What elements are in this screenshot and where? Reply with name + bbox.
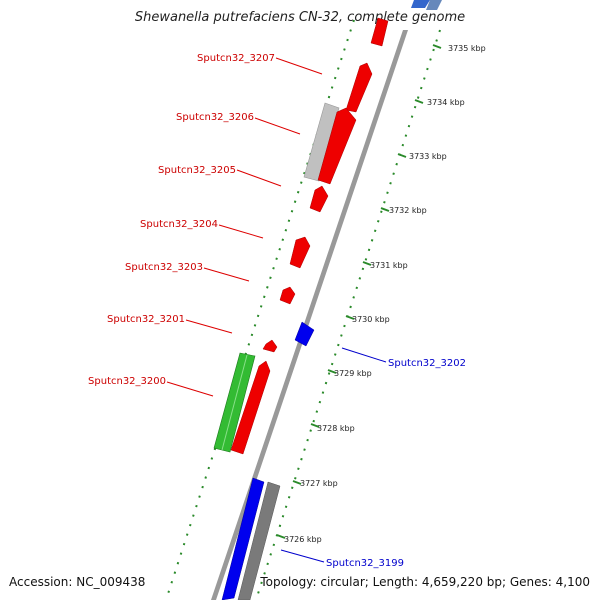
- tick-label-3726: 3726 kbp: [284, 535, 322, 544]
- gene-arrow-3204: [289, 236, 311, 269]
- tick-label-3734: 3734 kbp: [427, 98, 465, 107]
- gene-arrow-3202: [294, 321, 315, 347]
- gene-arrow-3200: [230, 360, 271, 455]
- gene-label-sputcn32-3203: Sputcn32_3203: [125, 262, 203, 273]
- gene-label-leaders: [166, 57, 387, 563]
- gene-label-sputcn32-3207: Sputcn32_3207: [197, 53, 275, 64]
- gene-label-sputcn32-3200: Sputcn32_3200: [88, 376, 166, 387]
- gene-arrow-top: [370, 17, 389, 47]
- tick-label-3730: 3730 kbp: [352, 315, 390, 324]
- gene-label-sputcn32-3206: Sputcn32_3206: [176, 112, 254, 123]
- gene-label-sputcn32-3204: Sputcn32_3204: [140, 219, 218, 230]
- gene-arrow-3201: [262, 339, 278, 353]
- gene-label-sputcn32-3199: Sputcn32_3199: [326, 558, 404, 569]
- ruler-ticks: [276, 44, 442, 539]
- gene-label-sputcn32-3202: Sputcn32_3202: [388, 358, 466, 369]
- topology-text: Topology: circular; Length: 4,659,220 bp…: [260, 575, 590, 589]
- tick-label-3727: 3727 kbp: [300, 479, 338, 488]
- grey-gene-block: [303, 102, 340, 182]
- gene-arrow-3207: [345, 62, 373, 113]
- genome-backbone: [211, 30, 408, 600]
- gene-label-sputcn32-3201: Sputcn32_3201: [107, 314, 185, 325]
- tick-label-3733: 3733 kbp: [409, 152, 447, 161]
- tick-label-3735: 3735 kbp: [448, 44, 486, 53]
- tick-label-3732: 3732 kbp: [389, 206, 427, 215]
- gene-label-sputcn32-3205: Sputcn32_3205: [158, 165, 236, 176]
- tick-label-3731: 3731 kbp: [370, 261, 408, 270]
- dark-grey-gene-block: [237, 481, 281, 600]
- green-gene-highlight: [221, 354, 248, 451]
- gene-arrow-3205: [309, 185, 329, 213]
- gene-arrow-top-blue: [411, 0, 430, 8]
- accession-text: Accession: NC_009438: [9, 575, 146, 589]
- gene-arrow-3203: [279, 286, 296, 305]
- gene-arrow-top-steel: [426, 0, 442, 10]
- tick-label-3729: 3729 kbp: [334, 369, 372, 378]
- tick-label-3728: 3728 kbp: [317, 424, 355, 433]
- gene-arrow-3199: [221, 477, 265, 600]
- gene-arrow-3206: [317, 107, 357, 185]
